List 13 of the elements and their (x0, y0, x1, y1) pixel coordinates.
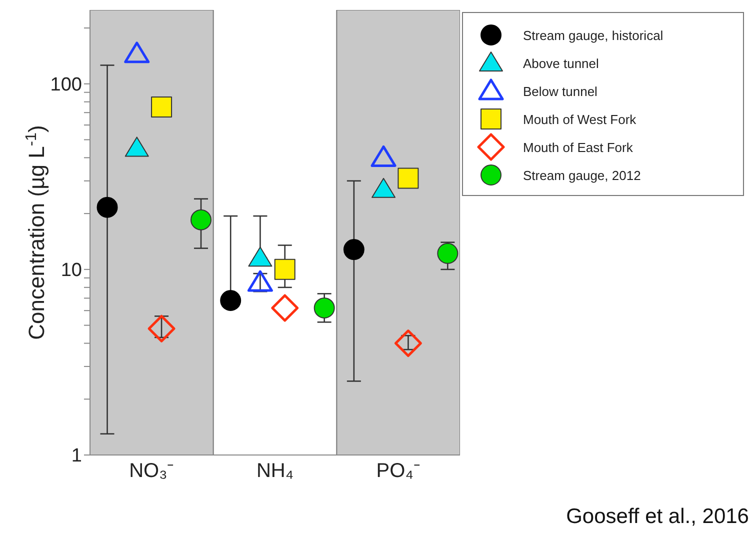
legend-label: Mouth of East Fork (523, 140, 633, 154)
y-tick-label: 100 (50, 74, 82, 96)
text: Gooseff et al., 2016 (566, 505, 749, 529)
x-tick-label: NH₄ (256, 460, 294, 482)
legend-label: Stream gauge, historical (523, 28, 664, 42)
legend-label: Mouth of West Fork (523, 112, 636, 126)
x-tick-label: PO₄⁻ (376, 460, 420, 482)
legend-label: Stream gauge, 2012 (523, 168, 641, 182)
legend-label: Above tunnel (523, 56, 599, 70)
y-tick-label: 10 (60, 260, 82, 282)
legend-label: Below tunnel (523, 84, 598, 98)
y-tick-label: 1 (71, 446, 82, 467)
x-tick-label: NO₃⁻ (129, 460, 174, 482)
